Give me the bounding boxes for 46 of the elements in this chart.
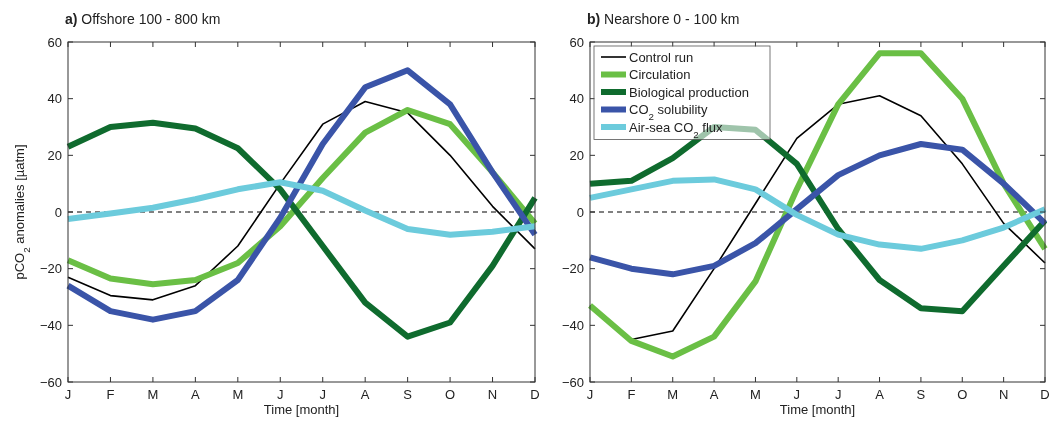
x-tick-label: M	[147, 387, 159, 402]
y-tick-label: 60	[569, 34, 584, 50]
x-tick-label: S	[916, 387, 926, 402]
y-tick-label: −60	[39, 374, 62, 390]
y-tick-label: −60	[561, 374, 584, 390]
x-tick-label: M	[667, 387, 679, 402]
x-axis-title: Time [month]	[263, 402, 340, 417]
x-tick-label: D	[1040, 387, 1050, 402]
x-tick-label: J	[586, 387, 594, 402]
y-tick-label: −20	[561, 261, 584, 277]
x-tick-label: J	[64, 387, 72, 402]
x-axis-title: Time [month]	[779, 402, 856, 417]
x-tick-label: J	[277, 387, 284, 402]
x-tick-label: D	[530, 387, 540, 402]
y-tick-label: −40	[39, 317, 62, 333]
y-tick-label: 60	[47, 34, 62, 50]
chart-title: b) Nearshore 0 - 100 km	[587, 11, 740, 27]
x-tick-label: S	[403, 387, 413, 402]
x-tick-label: A	[360, 387, 370, 402]
x-tick-label: O	[957, 387, 968, 402]
y-tick-label: −40	[561, 317, 584, 333]
x-tick-label: F	[106, 387, 115, 402]
y-tick-label: −20	[39, 261, 62, 277]
x-tick-label: J	[834, 387, 842, 402]
y-tick-label: 0	[576, 204, 584, 220]
x-tick-label: A	[191, 387, 201, 402]
legend-label: Circulation	[629, 67, 691, 83]
legend-label: Control run	[629, 49, 694, 65]
x-tick-label: N	[487, 387, 498, 402]
x-tick-label: J	[793, 387, 801, 402]
y-tick-label: 20	[47, 147, 62, 163]
x-tick-label: O	[445, 387, 456, 402]
y-tick-label: 40	[569, 91, 584, 107]
x-tick-label: M	[750, 387, 761, 402]
x-tick-label: A	[709, 387, 719, 402]
x-tick-label: J	[319, 387, 326, 402]
y-tick-label: 0	[54, 204, 62, 220]
x-tick-label: M	[232, 387, 244, 402]
y-tick-label: 20	[569, 147, 584, 163]
x-tick-label: N	[998, 387, 1009, 402]
x-tick-label: A	[875, 387, 885, 402]
chart-title: a) Offshore 100 - 800 km	[65, 11, 221, 27]
legend-label: Biological production	[629, 84, 749, 100]
legend-label: CO$_{2}$ solubility	[629, 102, 708, 122]
x-tick-label: F	[627, 387, 636, 402]
y-tick-label: 40	[47, 91, 62, 107]
